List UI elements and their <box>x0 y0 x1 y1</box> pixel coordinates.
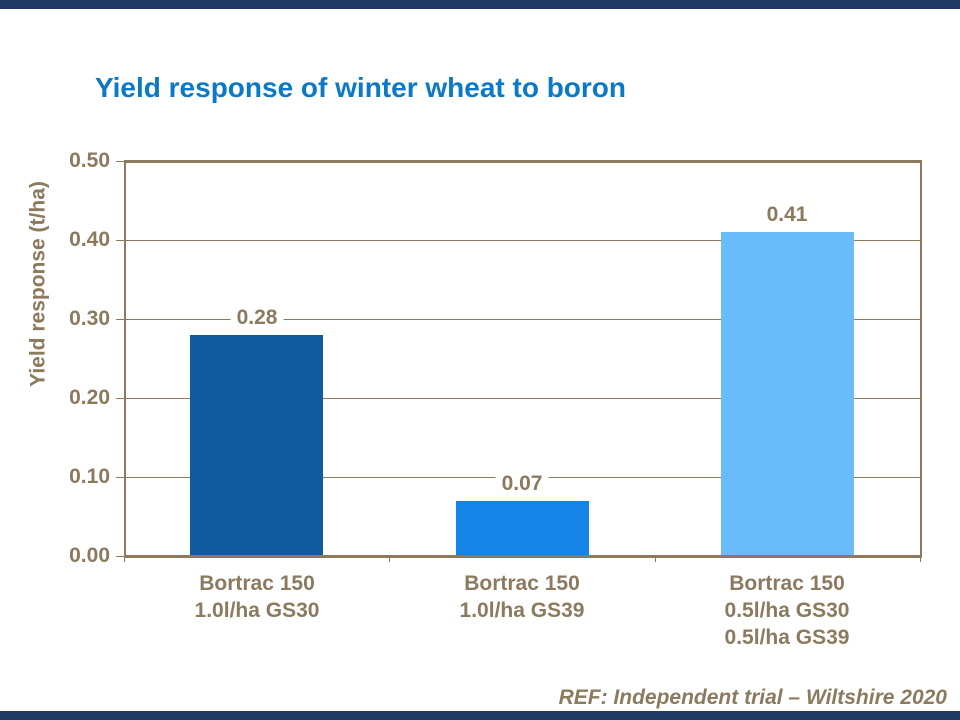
y-tick-mark <box>116 556 124 557</box>
plot-top-border <box>124 160 922 163</box>
x-category-label-line: 0.5l/ha GS30 <box>724 599 850 622</box>
gridline <box>124 240 920 241</box>
plot-right-border <box>920 161 922 556</box>
reference-text: REF: Independent trial – Wiltshire 2020 <box>558 686 947 709</box>
y-tick-mark <box>116 161 124 162</box>
bar-0.07 <box>456 501 589 555</box>
bar-0.28 <box>190 335 323 555</box>
x-tick-mark <box>124 556 125 562</box>
bottom-accent-band <box>0 711 960 720</box>
y-tick-label: 0.10 <box>69 465 110 488</box>
x-category-label-line: 1.0l/ha GS39 <box>459 599 585 622</box>
y-tick-label: 0.00 <box>69 544 110 567</box>
x-category-label-line: Bortrac 150 <box>199 572 315 595</box>
y-tick-mark <box>116 319 124 320</box>
chart-title: Yield response of winter wheat to boron <box>95 72 627 103</box>
gridline <box>124 319 920 320</box>
x-category-label: Bortrac 150 1.0l/ha GS39 <box>460 570 585 624</box>
x-axis-line <box>124 555 922 558</box>
bar-value-label: 0.28 <box>230 307 284 329</box>
y-tick-label: 0.30 <box>69 307 110 330</box>
y-tick-label: 0.40 <box>69 228 110 251</box>
x-tick-mark <box>389 556 390 562</box>
y-tick-label: 0.50 <box>69 149 110 172</box>
x-category-label: Bortrac 150 0.5l/ha GS30 0.5l/ha GS39 <box>725 570 850 651</box>
x-category-label-line: 0.5l/ha GS39 <box>724 626 850 649</box>
bar-value-label: 0.07 <box>495 473 549 495</box>
y-tick-label: 0.20 <box>69 386 110 409</box>
x-tick-mark <box>920 556 921 562</box>
x-category-label-line: Bortrac 150 <box>464 572 580 595</box>
y-axis-title: Yield response (t/ha) <box>26 181 50 387</box>
y-tick-mark <box>116 477 124 478</box>
y-axis-line <box>124 161 126 556</box>
x-tick-mark <box>655 556 656 562</box>
top-accent-band <box>0 0 960 9</box>
x-category-label-line: Bortrac 150 <box>729 572 845 595</box>
x-category-label-line: 1.0l/ha GS30 <box>194 599 320 622</box>
x-category-label: Bortrac 150 1.0l/ha GS30 <box>195 570 320 624</box>
y-tick-mark <box>116 398 124 399</box>
bar-value-label: 0.41 <box>760 204 814 226</box>
bar-0.41 <box>721 232 854 555</box>
gridline <box>124 398 920 399</box>
y-tick-mark <box>116 240 124 241</box>
